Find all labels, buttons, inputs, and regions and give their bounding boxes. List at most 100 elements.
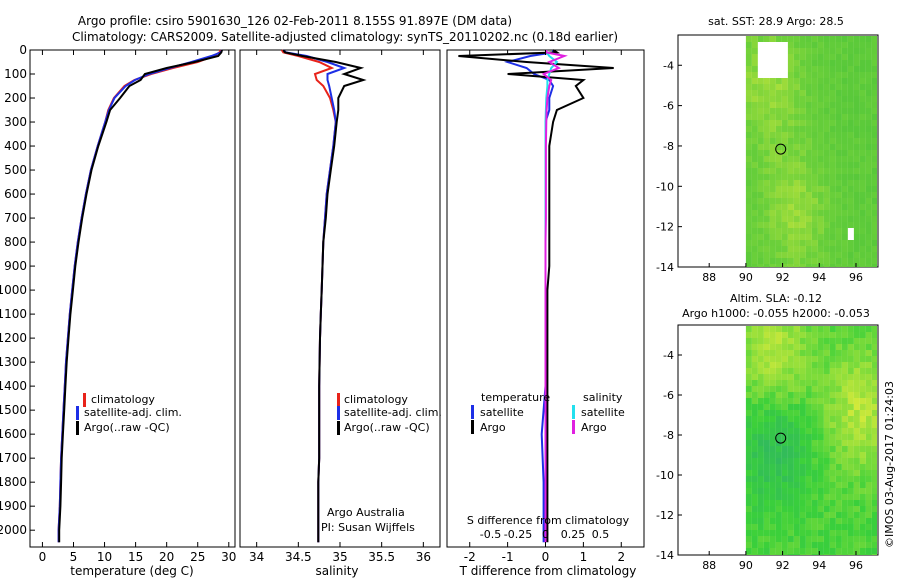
map-cell: [787, 548, 794, 554]
map-cell: [757, 548, 764, 554]
lat-tick-label: -12: [656, 509, 674, 522]
map-cell: [781, 326, 788, 332]
map-cell: [781, 240, 788, 246]
map-cell: [835, 54, 842, 60]
map-cell: [745, 246, 752, 252]
map-cell: [823, 356, 830, 362]
map-cell: [781, 234, 788, 240]
map-cell: [763, 90, 770, 96]
map-cell: [823, 186, 830, 192]
t-difference-xlabel: T difference from climatology: [459, 564, 637, 578]
map-cell: [841, 380, 848, 386]
map-cell: [829, 362, 836, 368]
map-cell: [799, 512, 806, 518]
map-cell: [757, 482, 764, 488]
map-cell: [823, 102, 830, 108]
map-cell: [835, 380, 842, 386]
map-cell: [805, 422, 812, 428]
map-cell: [829, 66, 836, 72]
map-cell: [769, 120, 776, 126]
map-cell: [841, 174, 848, 180]
map-cell: [835, 36, 842, 42]
map-cell: [757, 174, 764, 180]
map-cell: [793, 458, 800, 464]
map-cell: [805, 380, 812, 386]
map-cell: [853, 228, 860, 234]
map-cell: [865, 120, 872, 126]
map-cell: [781, 416, 788, 422]
map-cell: [817, 452, 824, 458]
map-cell: [841, 102, 848, 108]
map-cell: [811, 138, 818, 144]
map-cell: [871, 66, 878, 72]
map-cell: [781, 398, 788, 404]
map-cell: [853, 54, 860, 60]
map-cell: [805, 204, 812, 210]
map-cell: [871, 186, 878, 192]
map-cell: [847, 404, 854, 410]
map-cell: [769, 222, 776, 228]
map-cell: [841, 66, 848, 72]
map-cell: [871, 108, 878, 114]
map-cell: [805, 168, 812, 174]
map-cell: [757, 374, 764, 380]
map-cell: [811, 48, 818, 54]
map-cell: [781, 554, 788, 555]
map-cell: [835, 120, 842, 126]
map-cell: [805, 36, 812, 42]
map-cell: [763, 530, 770, 536]
map-cell: [865, 554, 872, 555]
map-cell: [745, 108, 752, 114]
map-cell: [757, 186, 764, 192]
map-cell: [787, 90, 794, 96]
map-cell: [793, 428, 800, 434]
map-cell: [841, 404, 848, 410]
map-cell: [745, 210, 752, 216]
map-cell: [817, 440, 824, 446]
x-tick-label: 1: [580, 550, 588, 564]
map-cell: [847, 470, 854, 476]
map-cell: [841, 240, 848, 246]
map-cell: [787, 240, 794, 246]
map-cell: [817, 488, 824, 494]
map-cell: [757, 392, 764, 398]
map-cell: [793, 168, 800, 174]
map-cell: [829, 332, 836, 338]
map-cell: [835, 374, 842, 380]
map-cell: [769, 54, 776, 60]
map-cell: [799, 228, 806, 234]
map-cell: [865, 494, 872, 500]
map-cell: [817, 344, 824, 350]
map-cell: [781, 332, 788, 338]
map-cell: [829, 518, 836, 524]
map-cell: [859, 374, 866, 380]
map-cell: [775, 162, 782, 168]
map-cell: [763, 410, 770, 416]
map-cell: [799, 252, 806, 258]
map-cell: [775, 386, 782, 392]
map-cell: [847, 192, 854, 198]
map-cell: [829, 168, 836, 174]
map-cell: [757, 264, 764, 267]
map-cell: [817, 368, 824, 374]
map-cell: [871, 392, 878, 398]
map-cell: [865, 150, 872, 156]
map-cell: [811, 246, 818, 252]
map-cell: [817, 210, 824, 216]
map-cell: [781, 362, 788, 368]
map-cell: [793, 434, 800, 440]
x-tick-label: 35: [332, 550, 347, 564]
x-tick-label: 5: [70, 550, 78, 564]
map-cell: [841, 150, 848, 156]
map-cell: [763, 446, 770, 452]
legend-label-satellite: satellite-adj. clim.: [84, 406, 182, 419]
map-cell: [799, 186, 806, 192]
map-cell: [817, 120, 824, 126]
map-cell: [775, 548, 782, 554]
map-cell: [769, 368, 776, 374]
map-cell: [835, 470, 842, 476]
map-cell: [871, 156, 878, 162]
map-cell: [775, 374, 782, 380]
legend-swatch-argo: [76, 421, 79, 435]
map-cell: [775, 54, 782, 60]
